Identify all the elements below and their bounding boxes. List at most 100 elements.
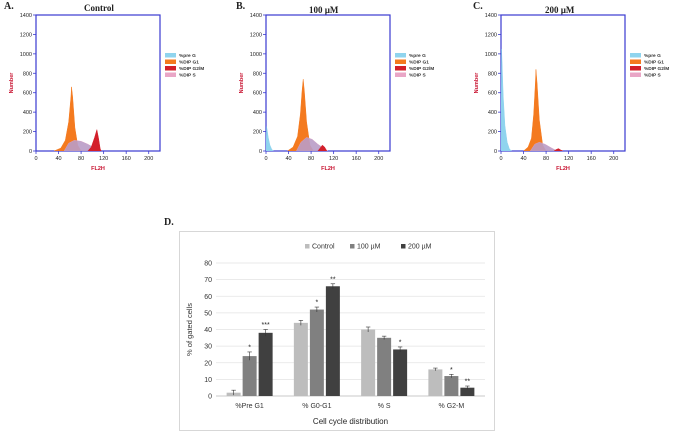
- x-tick-label: 40: [55, 156, 61, 162]
- x-tick-label: 40: [520, 156, 526, 162]
- x-tick-label: 160: [587, 156, 596, 162]
- y-tick-label: 1400: [485, 13, 497, 19]
- y-tick-label: 400: [488, 110, 497, 116]
- histogram-series-pre-g: [501, 48, 513, 151]
- histogram-series-dip-g2m: [317, 144, 328, 151]
- histogram-series-dip-s-overlap: [296, 137, 328, 151]
- x-tick-label: 120: [329, 156, 338, 162]
- bar-100um: [444, 376, 459, 396]
- x-tick-label: 80: [78, 156, 84, 162]
- bar-100um: [242, 356, 257, 396]
- y-tick-label: 400: [23, 110, 32, 116]
- y-axis-label: Number: [239, 72, 245, 94]
- bar-100um: [309, 309, 324, 396]
- legend-swatch-pre-g: [395, 53, 406, 58]
- legend-swatch-control: [305, 244, 310, 249]
- y-tick-label: 0: [208, 394, 212, 401]
- histogram-series-dip-g2m: [87, 129, 102, 151]
- legend-label-dip-g1: %DIP G1: [179, 60, 199, 66]
- x-tick-label: % G2-M: [439, 403, 465, 410]
- x-tick-label: 80: [308, 156, 314, 162]
- y-tick-label: 600: [253, 91, 262, 97]
- x-tick-label: 0: [499, 156, 502, 162]
- legend-swatch-dip-g1: [395, 59, 406, 64]
- y-tick-label: 800: [488, 71, 497, 77]
- histogram-200um: 0 200 400 600 800 1000 1200 1400 0 40 80 120 160 200 F…: [474, 13, 669, 172]
- histogram-frame: [35, 14, 161, 152]
- legend-label-100um: 100 µM: [357, 244, 381, 251]
- y-tick-label: 20: [204, 360, 212, 367]
- x-tick-label: 160: [352, 156, 361, 162]
- histogram-plot-area: [53, 86, 102, 151]
- histogram-series-dip-g1: [523, 69, 547, 151]
- legend-label-dip-g2m: %DIP G2/M: [644, 66, 669, 72]
- x-tick-label: % G0-G1: [302, 403, 331, 410]
- legend-label-dip-s: %DIP S: [179, 73, 197, 79]
- y-tick-label: 0: [29, 149, 32, 155]
- y-tick-label: 1400: [20, 13, 32, 19]
- histogram-series-dip-s-overlap: [530, 142, 558, 151]
- legend-swatch-dip-g1: [630, 59, 641, 64]
- histogram-plot-area: [501, 48, 564, 151]
- bar-200um: [460, 387, 475, 396]
- y-axis-label: Number: [9, 72, 15, 94]
- x-tick-label: 120: [99, 156, 108, 162]
- y-tick-label: 70: [204, 277, 212, 284]
- x-tick-label: 80: [543, 156, 549, 162]
- legend-swatch-200um: [401, 244, 406, 249]
- y-tick-label: 10: [204, 377, 212, 384]
- x-tick-label: 160: [122, 156, 131, 162]
- y-tick-label: 600: [23, 91, 32, 97]
- x-tick-label: 0: [34, 156, 37, 162]
- legend-swatch-dip-s: [630, 72, 641, 77]
- y-tick-label: 1000: [20, 52, 32, 58]
- legend-label-dip-g2m: %DIP G2/M: [179, 66, 204, 72]
- legend-label-pre-g: %pre G: [179, 53, 196, 59]
- x-tick-label: 120: [564, 156, 573, 162]
- panel-letter-d: D.: [164, 217, 174, 228]
- y-tick-label: 1000: [485, 52, 497, 58]
- x-tick-label: 200: [144, 156, 153, 162]
- histogram-b-title: 100 µM: [309, 5, 339, 15]
- histogram-series-pre-g: [266, 126, 274, 151]
- x-axis-label: Cell cycle distribution: [313, 417, 388, 426]
- y-tick-label: 800: [23, 71, 32, 77]
- legend-swatch-dip-g2m: [165, 66, 176, 71]
- histogram-a-title: Control: [84, 3, 114, 13]
- legend-swatch-dip-g2m: [395, 66, 406, 71]
- legend-swatch-pre-g: [165, 53, 176, 58]
- legend-label-dip-g1: %DIP G1: [644, 60, 664, 66]
- histogram-plot-area: [266, 79, 329, 151]
- y-tick-label: 1200: [485, 32, 497, 38]
- y-tick-label: 200: [253, 130, 262, 136]
- bar-control: [293, 322, 308, 396]
- y-tick-label: 1400: [250, 13, 262, 19]
- bar-200um: [258, 332, 273, 396]
- x-tick-label: 40: [285, 156, 291, 162]
- x-axis-label: FL2H: [91, 166, 105, 172]
- legend-swatch-dip-g2m: [630, 66, 641, 71]
- x-tick-label: %Pre G1: [235, 403, 264, 410]
- histogram-series-dip-s: [530, 141, 558, 151]
- significance-marker: ***: [262, 322, 270, 329]
- legend-label-dip-s: %DIP S: [409, 73, 427, 79]
- bar-control: [361, 329, 376, 396]
- bar-200um: [393, 349, 408, 396]
- x-tick-label: 200: [374, 156, 383, 162]
- significance-marker: *: [399, 339, 402, 346]
- y-tick-label: 1000: [250, 52, 262, 58]
- histogram-frame: [265, 14, 391, 152]
- y-tick-label: 400: [253, 110, 262, 116]
- panel-letter-b: B.: [236, 1, 246, 12]
- legend-label-200um: 200 µM: [408, 244, 432, 251]
- legend-label-dip-s: %DIP S: [644, 73, 662, 79]
- y-tick-label: 200: [488, 130, 497, 136]
- histogram-series-dip-s-overlap: [64, 140, 98, 151]
- bar-chart-cell-cycle: 0 10 20 30 40 50 60 70 80 % of gated cells Cell cy…: [185, 244, 485, 426]
- y-axis-label: % of gated cells: [185, 303, 194, 356]
- y-tick-label: 800: [253, 71, 262, 77]
- histogram-series-dip-g2m: [553, 148, 564, 151]
- legend-swatch-dip-s: [395, 72, 406, 77]
- y-tick-label: 60: [204, 294, 212, 301]
- bar-100um: [377, 337, 392, 396]
